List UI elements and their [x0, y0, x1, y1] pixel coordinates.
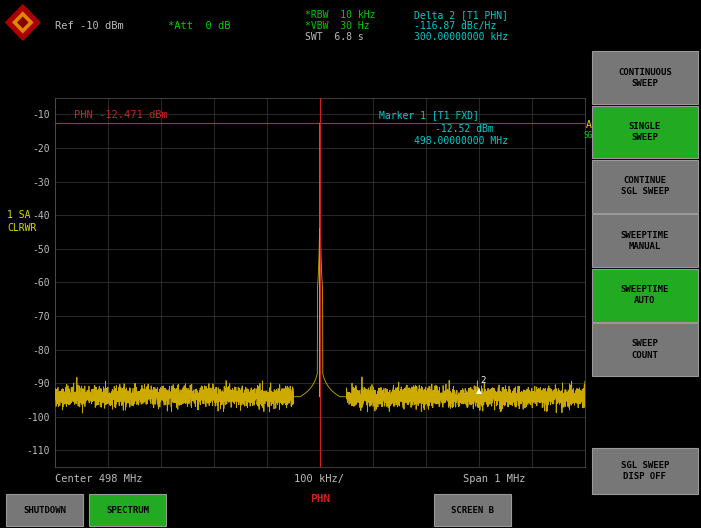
- Text: -12.52 dBm: -12.52 dBm: [435, 125, 494, 135]
- Text: Delta 2 [T1 PHN]: Delta 2 [T1 PHN]: [414, 11, 508, 21]
- Text: Span 1 MHz: Span 1 MHz: [463, 474, 525, 484]
- Text: CONTINUE
SGL SWEEP: CONTINUE SGL SWEEP: [620, 176, 669, 196]
- Text: CONTINUOUS
SWEEP: CONTINUOUS SWEEP: [618, 68, 672, 88]
- Text: *Att  0 dB: *Att 0 dB: [168, 21, 231, 31]
- Text: SWEEPTIME
AUTO: SWEEPTIME AUTO: [620, 285, 669, 305]
- Text: SWEEP
COUNT: SWEEP COUNT: [632, 340, 658, 360]
- Text: Marker 1 [T1 FXD]: Marker 1 [T1 FXD]: [379, 110, 478, 120]
- Text: SWT  6.8 s: SWT 6.8 s: [305, 32, 364, 42]
- Text: 300.00000000 kHz: 300.00000000 kHz: [414, 32, 508, 42]
- Text: SCREEN B: SCREEN B: [451, 505, 494, 515]
- Text: -116.87 dBc/Hz: -116.87 dBc/Hz: [414, 21, 496, 31]
- Text: SGL: SGL: [583, 130, 597, 139]
- Polygon shape: [5, 4, 41, 41]
- Polygon shape: [17, 16, 29, 29]
- Text: Ref -10 dBm: Ref -10 dBm: [55, 21, 123, 31]
- Text: SWEEPTIME
MANUAL: SWEEPTIME MANUAL: [620, 231, 669, 251]
- Text: SPECTRUM: SPECTRUM: [106, 505, 149, 515]
- Polygon shape: [12, 11, 34, 33]
- Text: 498.00000000 MHz: 498.00000000 MHz: [414, 136, 508, 146]
- Text: *RBW  10 kHz: *RBW 10 kHz: [305, 11, 376, 21]
- Text: 2: 2: [480, 376, 486, 385]
- Text: SINGLE
SWEEP: SINGLE SWEEP: [629, 122, 661, 142]
- Text: 100 kHz/: 100 kHz/: [294, 474, 344, 484]
- Text: SGL SWEEP
DISP OFF: SGL SWEEP DISP OFF: [620, 461, 669, 482]
- Text: 1 SA
CLRWR: 1 SA CLRWR: [7, 210, 36, 233]
- Text: *VBW  30 Hz: *VBW 30 Hz: [305, 21, 369, 31]
- Text: PHN: PHN: [310, 494, 330, 504]
- Text: A: A: [586, 120, 592, 130]
- Text: Center 498 MHz: Center 498 MHz: [55, 474, 142, 484]
- Text: SHUTDOWN: SHUTDOWN: [23, 505, 67, 515]
- Text: PHN -12.471 dBm: PHN -12.471 dBm: [74, 110, 168, 120]
